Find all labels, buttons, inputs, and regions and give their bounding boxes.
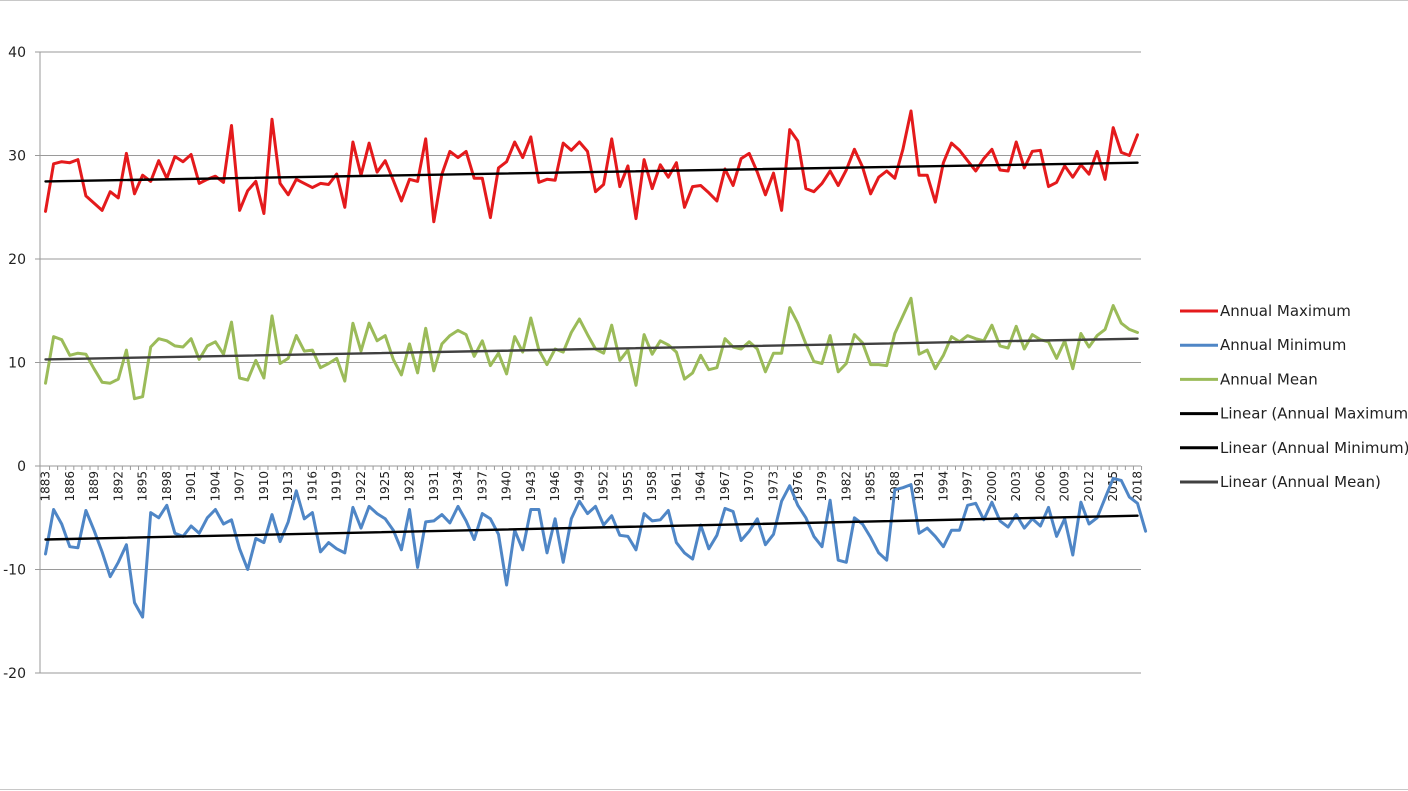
x-tick-label: 1940 — [500, 471, 514, 502]
y-tick-label: 30 — [8, 149, 26, 165]
x-tick-label: 2006 — [1033, 471, 1047, 502]
x-tick-label: 1991 — [912, 471, 926, 502]
x-tick-label: 1928 — [403, 471, 417, 502]
x-tick-label: 2012 — [1082, 471, 1096, 502]
x-tick-label: 1949 — [572, 471, 586, 502]
trend-line — [44, 337, 1139, 361]
x-tick-label: 1889 — [87, 471, 101, 502]
y-tick-label: 40 — [8, 45, 26, 61]
legend-label: Annual Mean — [1220, 370, 1318, 388]
trend-line — [44, 514, 1139, 541]
series-line — [44, 296, 1139, 401]
y-tick-label: 10 — [8, 356, 26, 372]
series-line — [44, 476, 1148, 619]
y-tick-label: 0 — [17, 459, 26, 475]
x-tick-label: 2009 — [1058, 471, 1072, 502]
x-tick-label: 1922 — [354, 471, 368, 502]
x-tick-label: 1997 — [961, 471, 975, 502]
x-tick-label: 1919 — [330, 471, 344, 502]
x-tick-label: 1898 — [160, 471, 174, 502]
x-tick-label: 1988 — [888, 471, 902, 502]
x-tick-label: 1895 — [136, 471, 150, 502]
x-tick-label: 1952 — [597, 471, 611, 502]
x-tick-label: 1892 — [111, 471, 125, 502]
legend-label: Annual Maximum — [1220, 302, 1351, 320]
x-tick-label: 2018 — [1131, 471, 1145, 502]
trend-line — [44, 161, 1139, 183]
bottom-border — [0, 789, 1408, 790]
y-tick-label: -20 — [3, 666, 26, 682]
y-tick-label: -10 — [3, 563, 26, 579]
x-tick-label: 1943 — [524, 471, 538, 502]
x-tick-label: 1904 — [208, 471, 222, 502]
x-tick-label: 1901 — [184, 471, 198, 502]
legend-label: Linear (Annual Mean) — [1220, 473, 1381, 491]
legend-label: Linear (Annual Minimum) — [1220, 439, 1408, 457]
legend-label: Annual Minimum — [1220, 336, 1346, 354]
top-border — [0, 0, 1408, 1]
x-tick-label: 1910 — [257, 471, 271, 502]
x-tick-label: 1907 — [233, 471, 247, 502]
x-tick-label: 1937 — [475, 471, 489, 502]
x-tick-label: 1916 — [305, 471, 319, 502]
x-tick-label: 1886 — [63, 471, 77, 502]
x-tick-label: 1967 — [718, 471, 732, 502]
x-tick-label: 1925 — [378, 471, 392, 502]
x-tick-label: 1970 — [742, 471, 756, 502]
x-tick-label: 1955 — [621, 471, 635, 502]
x-tick-label: 1913 — [281, 471, 295, 502]
x-tick-label: 1979 — [815, 471, 829, 502]
x-tick-label: 1985 — [864, 471, 878, 502]
y-tick-label: 20 — [8, 252, 26, 268]
x-tick-label: 1946 — [548, 471, 562, 502]
x-tick-label: 1934 — [451, 471, 465, 502]
x-tick-label: 1931 — [427, 471, 441, 502]
x-tick-label: 1958 — [645, 471, 659, 502]
x-tick-label: 1961 — [669, 471, 683, 502]
x-tick-label: 1994 — [936, 471, 950, 502]
x-tick-label: 1982 — [839, 471, 853, 502]
x-tick-label: 2000 — [985, 471, 999, 502]
x-tick-label: 1883 — [39, 471, 53, 502]
x-tick-label: 1964 — [694, 471, 708, 502]
x-tick-label: 1973 — [767, 471, 781, 502]
x-tick-label: 2015 — [1106, 471, 1120, 502]
legend-label: Linear (Annual Maximum) — [1220, 405, 1408, 423]
x-tick-label: 2003 — [1009, 471, 1023, 502]
